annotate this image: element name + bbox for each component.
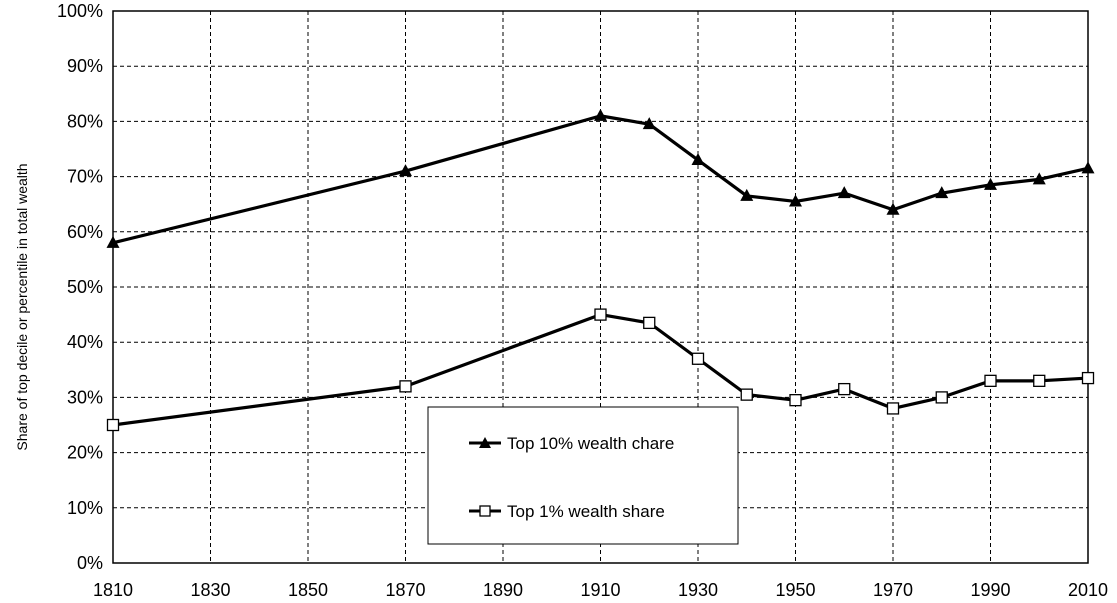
data-point-top-1 [1081,371,1095,385]
data-point-top-10 [691,153,705,166]
series-group [106,108,1095,432]
legend-label-top-10: Top 10% wealth chare [507,434,674,453]
plot-area-frame [112,10,1089,564]
data-point-top-10 [740,188,754,201]
x-tick-label: 1950 [775,580,815,600]
x-tick-label: 2010 [1068,580,1108,600]
legend-marker-top-10 [479,437,491,448]
x-tick-label: 1890 [483,580,523,600]
x-tick-label: 1810 [93,580,133,600]
legend-marker-top-1 [479,505,491,517]
x-tick-label: 1930 [678,580,718,600]
x-tick-label: 1970 [873,580,913,600]
y-tick-label: 50% [67,277,103,297]
data-point-top-1 [838,382,851,396]
data-point-top-1 [691,352,705,365]
data-point-top-10 [106,235,120,248]
legend-label-top-1: Top 1% wealth share [507,502,665,521]
data-point-top-10 [837,186,851,199]
legend: Top 10% wealth chare Top 1% wealth share [427,406,739,545]
data-point-top-1 [399,380,412,393]
data-point-top-1 [935,391,948,404]
data-point-top-1 [1033,374,1046,387]
x-axis-tick-labels: 1810 1830 1850 1870 1890 1910 1930 1950 1970 1990… [93,580,1108,600]
x-tick-label: 1850 [288,580,328,600]
data-point-top-1 [886,402,900,415]
data-point-top-10 [399,164,412,177]
y-axis-tick-labels: 0% 10% 20% 30% 40% 50% 60% 70% 80% 90% 100% [57,1,103,573]
data-point-top-10 [935,186,949,199]
y-tick-label: 70% [67,167,103,187]
x-tick-label: 1910 [580,580,620,600]
y-axis-title: Share of top decile or percentile in tot… [14,163,30,450]
y-tick-label: 60% [67,222,103,242]
data-point-top-10 [594,108,607,121]
data-point-top-10 [886,202,900,215]
x-tick-label: 1990 [970,580,1010,600]
data-point-top-1 [984,374,997,387]
data-point-top-10 [1081,161,1095,174]
y-tick-label: 100% [57,1,103,21]
y-tick-label: 40% [67,332,103,352]
x-tick-label: 1870 [385,580,425,600]
x-tick-label: 1830 [190,580,230,600]
legend-box [427,406,739,545]
data-point-top-1 [594,308,607,321]
data-point-top-1 [789,394,802,407]
y-tick-label: 10% [67,498,103,518]
y-tick-label: 30% [67,387,103,407]
y-tick-label: 80% [67,111,103,131]
data-point-top-1 [106,418,120,432]
y-tick-label: 90% [67,56,103,76]
data-point-top-10 [984,177,997,190]
data-point-top-10 [1032,172,1046,185]
y-tick-label: 0% [77,553,103,573]
y-tick-label: 20% [67,443,103,463]
data-point-top-1 [643,316,656,330]
data-point-top-10 [642,117,656,130]
data-point-top-10 [789,194,802,207]
data-point-top-1 [740,388,753,401]
